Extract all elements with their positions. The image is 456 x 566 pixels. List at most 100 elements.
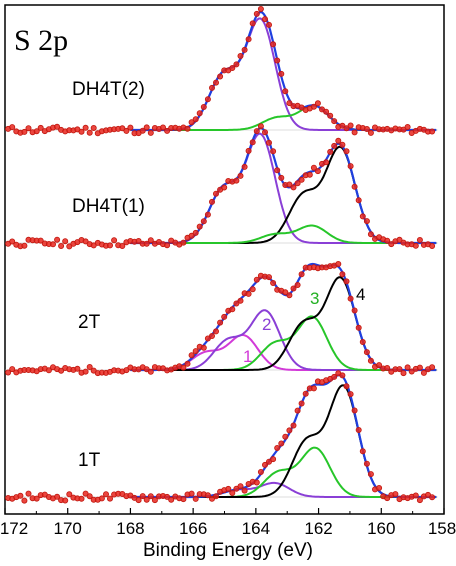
data-point	[355, 197, 362, 204]
data-point	[323, 159, 330, 166]
panel-dh4t-2-: DH4T(2)	[5, 6, 438, 137]
data-point	[274, 167, 281, 174]
data-point	[241, 487, 248, 494]
panel-label: 1T	[78, 450, 101, 471]
panel-label: DH4T(2)	[72, 79, 145, 100]
data-point	[229, 65, 236, 72]
data-point	[306, 171, 313, 178]
data-point	[143, 496, 150, 503]
data-point	[351, 129, 358, 136]
data-point	[33, 128, 40, 135]
data-point	[265, 21, 272, 28]
component-green-curve	[130, 446, 437, 498]
data-point	[270, 456, 277, 463]
data-point	[253, 276, 260, 283]
data-point	[212, 79, 219, 86]
data-point	[208, 198, 215, 205]
data-point	[412, 492, 419, 499]
data-point	[367, 357, 374, 364]
data-point	[347, 122, 354, 129]
data-point	[98, 495, 105, 502]
data-point	[54, 236, 61, 243]
data-point	[9, 124, 16, 131]
data-point	[314, 100, 321, 107]
envelope-fit-curve	[130, 10, 437, 132]
data-point	[388, 241, 395, 248]
data-point	[261, 16, 268, 23]
data-point	[253, 128, 260, 135]
x-tick-label: 166	[179, 519, 207, 538]
data-point	[237, 483, 244, 490]
data-point	[225, 485, 232, 492]
data-point	[82, 368, 89, 375]
data-point	[294, 281, 301, 288]
data-point	[335, 260, 342, 267]
data-point	[367, 471, 374, 478]
data-point	[347, 163, 354, 170]
data-point	[86, 129, 93, 136]
data-point	[359, 448, 366, 455]
data-point	[429, 494, 436, 501]
data-point	[25, 490, 32, 497]
panel-label: DH4T(1)	[72, 196, 145, 217]
x-tick-label: 164	[242, 519, 270, 538]
data-point	[261, 461, 268, 468]
data-point	[204, 96, 211, 103]
data-point	[310, 385, 317, 392]
data-point	[298, 271, 305, 278]
data-point	[400, 370, 407, 377]
data-point	[74, 365, 81, 372]
data-point	[286, 427, 293, 434]
data-point	[217, 319, 224, 326]
data-point	[270, 279, 277, 286]
x-tick-label: 162	[304, 519, 332, 538]
data-point	[180, 496, 187, 503]
data-point	[249, 139, 256, 146]
data-point	[123, 127, 130, 134]
data-point	[204, 211, 211, 218]
panel-2t: 2T 12 3 4	[5, 260, 438, 377]
data-point	[286, 100, 293, 107]
data-point	[21, 242, 28, 249]
data-point	[249, 286, 256, 293]
data-point	[416, 236, 423, 243]
data-point	[245, 36, 252, 43]
data-point	[54, 123, 61, 130]
data-point	[135, 497, 142, 504]
data-point	[192, 348, 199, 355]
data-point	[221, 313, 228, 320]
data-point	[412, 242, 419, 249]
panel-label: 2T	[78, 312, 101, 333]
x-tick-label: 172	[0, 519, 28, 538]
data-point	[323, 108, 330, 115]
component-label: 3	[310, 289, 319, 308]
data-point	[298, 176, 305, 183]
data-point	[208, 84, 215, 91]
data-point	[62, 497, 69, 504]
data-point	[62, 238, 69, 245]
data-point	[168, 496, 175, 503]
data-point	[212, 190, 219, 197]
data-point	[82, 490, 89, 497]
data-point	[347, 295, 354, 302]
data-point	[212, 328, 219, 335]
data-point	[257, 468, 264, 475]
data-point	[184, 360, 191, 367]
data-point	[143, 240, 150, 247]
data-point	[217, 73, 224, 80]
data-point	[107, 242, 114, 249]
data-point	[192, 229, 199, 236]
data-point	[261, 129, 268, 136]
data-point	[25, 125, 32, 132]
data-point	[302, 390, 309, 397]
data-point	[400, 126, 407, 133]
data-point	[429, 364, 436, 371]
data-point	[339, 271, 346, 278]
data-point	[363, 218, 370, 225]
data-point	[188, 232, 195, 239]
data-point	[221, 184, 228, 191]
panels-layer: DH4T(2) DH4T(1) 2T 12 3 4 1T	[5, 6, 438, 504]
data-point	[143, 124, 150, 131]
data-point	[282, 88, 289, 95]
